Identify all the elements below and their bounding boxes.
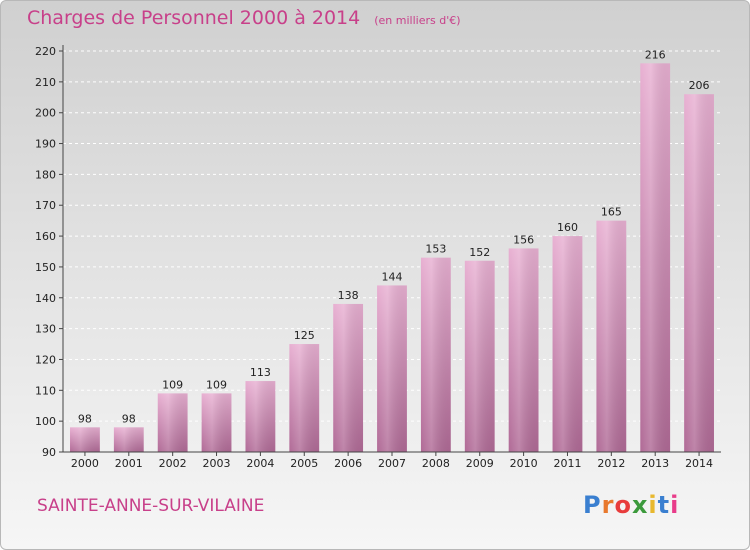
x-tick-label: 2006 <box>334 457 362 470</box>
bar-value-label: 153 <box>425 243 446 256</box>
proxiti-logo: Proxiti <box>583 491 679 519</box>
bar-value-label: 98 <box>122 412 136 425</box>
y-axis-ticks: 90 100 110 120 130 140 150 160 170 180 190 200 210 22… <box>35 45 63 459</box>
y-tick-label: 210 <box>35 76 56 89</box>
bar-value-label: 156 <box>513 233 534 246</box>
x-axis-ticks: 2000 2001 2002 2003 2004 2005 2006 2007 2008 2009… <box>71 452 713 470</box>
y-tick-label: 110 <box>35 384 56 397</box>
bar-sheen <box>420 257 451 452</box>
bar-sheen <box>157 393 188 452</box>
bar-sheen <box>201 393 232 452</box>
logo-letter: t <box>657 491 671 519</box>
bar-sheen <box>245 381 276 452</box>
bar-value-label: 113 <box>250 366 271 379</box>
y-tick-label: 180 <box>35 168 56 181</box>
y-tick-label: 160 <box>35 230 56 243</box>
bar-value-label: 125 <box>294 329 315 342</box>
chart-title: Charges de Personnel 2000 à 2014 (en mill… <box>27 7 461 29</box>
x-tick-label: 2005 <box>290 457 318 470</box>
logo-letter: x <box>631 491 649 519</box>
logo-letter: i <box>648 491 658 519</box>
x-tick-label: 2010 <box>510 457 538 470</box>
bar-value-label: 144 <box>382 270 403 283</box>
bar-sheen <box>684 94 714 452</box>
bar-value-label: 109 <box>162 378 183 391</box>
bar-sheen <box>508 248 539 452</box>
y-tick-label: 140 <box>35 292 56 305</box>
bar-sheen <box>333 303 364 452</box>
bar-sheen <box>640 63 671 452</box>
x-tick-label: 2002 <box>159 457 187 470</box>
logo-letter: P <box>583 491 602 519</box>
bar-sheen <box>70 427 100 452</box>
bar-sheen <box>113 427 144 452</box>
x-tick-label: 2004 <box>246 457 274 470</box>
y-tick-label: 200 <box>35 107 56 120</box>
commune-name: SAINTE-ANNE-SUR-VILAINE <box>37 496 265 516</box>
bar-sheen <box>596 220 627 452</box>
x-tick-label: 2003 <box>203 457 231 470</box>
x-tick-label: 2007 <box>378 457 406 470</box>
bar-sheen <box>289 344 320 452</box>
y-tick-label: 120 <box>35 353 56 366</box>
y-tick-label: 170 <box>35 199 56 212</box>
logo-letter: o <box>614 491 632 519</box>
x-tick-label: 2011 <box>553 457 581 470</box>
y-tick-label: 150 <box>35 261 56 274</box>
bar-value-label: 98 <box>78 412 92 425</box>
bars: 98 98 109 109 113 125 138 144 153 152 156 160 165 216… <box>70 48 714 452</box>
bar-sheen <box>377 285 407 452</box>
y-tick-label: 190 <box>35 138 56 151</box>
y-tick-label: 220 <box>35 45 56 58</box>
bar-sheen <box>464 260 495 452</box>
x-tick-label: 2000 <box>71 457 99 470</box>
bar-value-label: 216 <box>645 48 666 61</box>
x-tick-label: 2001 <box>115 457 143 470</box>
bar-value-label: 138 <box>338 289 359 302</box>
bar-value-label: 152 <box>469 246 490 259</box>
y-tick-label: 100 <box>35 415 56 428</box>
x-tick-label: 2008 <box>422 457 450 470</box>
bar-value-label: 160 <box>557 221 578 234</box>
bar-value-label: 109 <box>206 378 227 391</box>
title-text: Charges de Personnel 2000 à 2014 <box>27 7 361 29</box>
bar-value-label: 206 <box>689 79 710 92</box>
logo-letter: i <box>670 491 680 519</box>
x-tick-label: 2014 <box>685 457 713 470</box>
unit-label: (en milliers d'€) <box>374 14 461 27</box>
x-tick-label: 2012 <box>597 457 625 470</box>
x-tick-label: 2013 <box>641 457 669 470</box>
bar-sheen <box>552 236 583 452</box>
bar-value-label: 165 <box>601 206 622 219</box>
y-tick-label: 130 <box>35 323 56 336</box>
y-tick-label: 90 <box>42 446 56 459</box>
logo-letter: r <box>601 491 615 519</box>
x-tick-label: 2009 <box>466 457 494 470</box>
